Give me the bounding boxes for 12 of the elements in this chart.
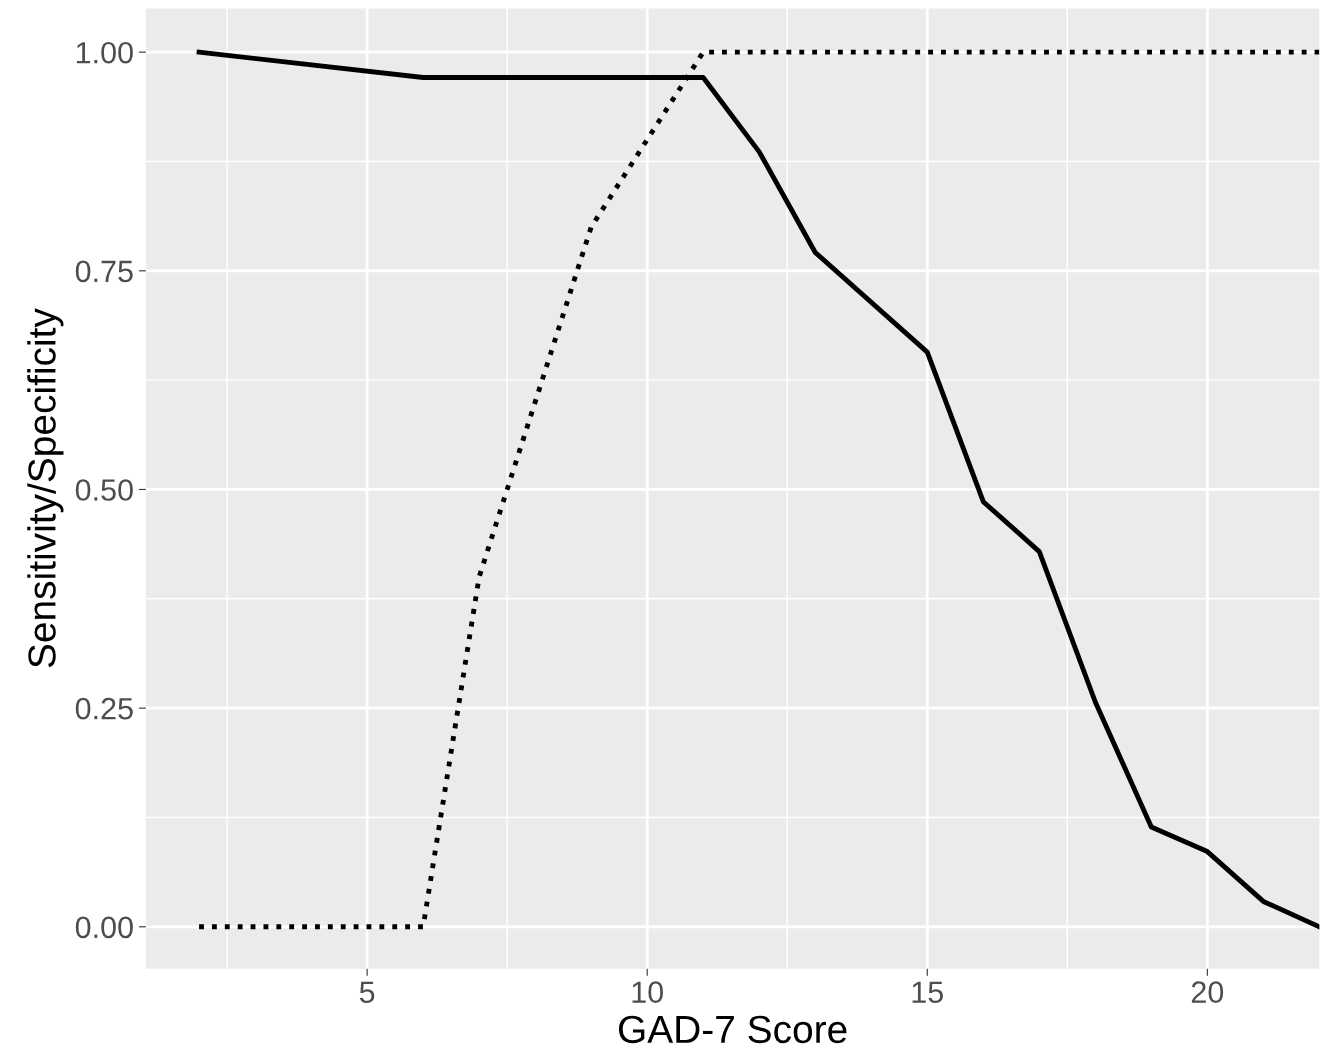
y-tick-label: 0.75 <box>75 260 133 283</box>
x-tick-label: 20 <box>1191 981 1224 1004</box>
y-tick-label: 0.50 <box>75 479 133 501</box>
y-tick-label: 0.25 <box>75 697 133 720</box>
x-tick-label: 10 <box>632 981 663 1004</box>
x-tick-label: 5 <box>359 981 375 1004</box>
y-tick-label: 1.00 <box>76 41 133 64</box>
y-axis-title: Sensitivity/Specificity <box>27 308 64 668</box>
x-tick-label: 15 <box>912 981 943 1004</box>
x-axis-title: GAD-7 Score <box>618 1015 847 1044</box>
y-tick-label: 0.00 <box>75 916 133 939</box>
line-series <box>196 49 1320 930</box>
